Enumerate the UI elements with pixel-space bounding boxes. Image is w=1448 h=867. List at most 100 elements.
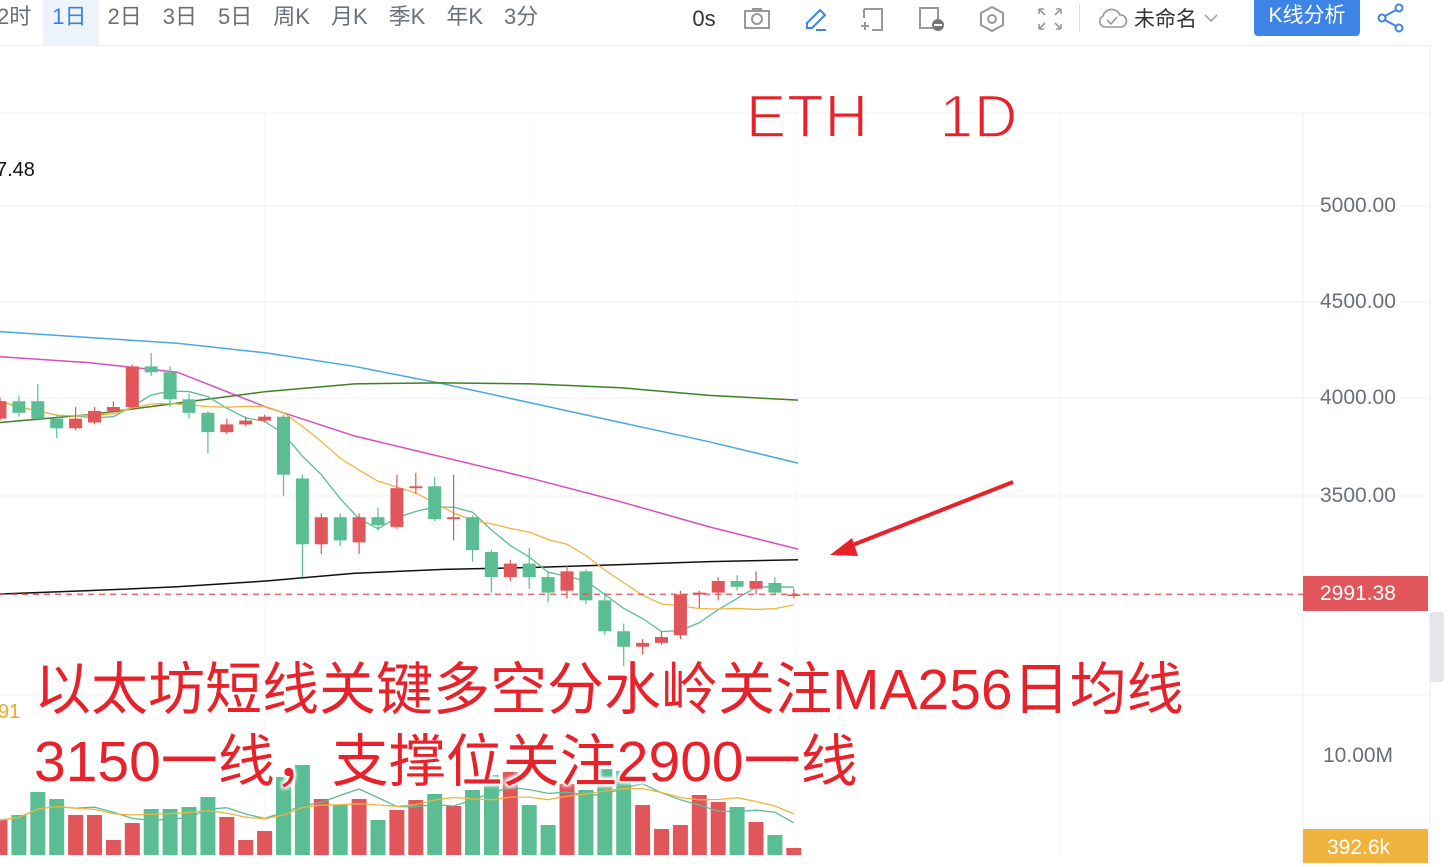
current-volume-tag: 392.6k [1303, 829, 1428, 863]
price-axis-label: 3500.00 [1320, 484, 1396, 507]
candle-body [655, 637, 668, 643]
chevron-down-icon [1204, 14, 1218, 23]
moving-average-line [0, 382, 799, 424]
volume-ma-line [0, 787, 795, 821]
volume-bar [446, 806, 462, 855]
volume-bar [767, 835, 783, 855]
candle-body [447, 517, 461, 520]
tab-1d[interactable]: 1日 [43, 0, 99, 46]
tab-year[interactable]: 年K [446, 3, 483, 29]
tab-week[interactable]: 周K [273, 3, 310, 29]
volume-ma-label: 91 [0, 701, 21, 723]
volume-bar [427, 794, 443, 855]
volume-bar [124, 823, 140, 855]
candle-body [749, 581, 763, 589]
price-axis-label: 4500.00 [1320, 290, 1396, 313]
candle-body [711, 581, 725, 593]
candle-body [390, 488, 404, 527]
countdown: 0s [692, 6, 716, 31]
volume-bar [0, 820, 8, 855]
volume-bar [162, 809, 178, 855]
volume-bar [11, 815, 27, 855]
add-frame-icon[interactable] [858, 6, 886, 32]
candle-body [636, 642, 650, 647]
toolbar: 2时 1日 2日 3日 5日 周K 月K 季K 年K 3分 0s 未命名 K线分… [0, 0, 1432, 46]
volume-bar [238, 840, 254, 855]
volume-bar [389, 810, 405, 855]
moving-average-line [0, 558, 799, 595]
tab-5d[interactable]: 5日 [218, 3, 253, 29]
volume-bar [502, 772, 518, 855]
layout-name: 未命名 [1134, 8, 1197, 31]
volume-bar [351, 799, 367, 855]
caption-line-1: 以太坊短线关键多空分水岭关注MA256日均线 [34, 658, 1184, 722]
volume-bar [87, 815, 102, 855]
volume-bar [257, 831, 273, 855]
candle-body [106, 407, 120, 411]
danmaku-icon[interactable] [918, 6, 946, 32]
volume-bar [181, 807, 197, 855]
volume-bar [540, 825, 556, 855]
volume-bar [559, 784, 575, 855]
cloud-check-icon [1099, 8, 1128, 28]
volume-axis-label: 10.00M [1323, 744, 1394, 767]
candle-body [220, 424, 234, 433]
share-icon[interactable] [1376, 3, 1406, 33]
candle-body [69, 418, 83, 429]
volume-bar [635, 805, 651, 855]
scroll-handle[interactable] [1430, 612, 1444, 682]
volume-bar [654, 829, 669, 855]
volume-bar [710, 802, 726, 855]
candle-body [466, 517, 479, 551]
tab-month[interactable]: 月K [330, 3, 368, 29]
candle-body [484, 552, 498, 578]
volume-bar [465, 790, 480, 855]
candle-body [125, 366, 139, 408]
candle-body [88, 410, 101, 423]
volume-bar [68, 815, 84, 855]
settings-hex-icon[interactable] [978, 5, 1006, 33]
camera-icon[interactable] [743, 6, 771, 32]
overlay-title: ETH 1D [745, 82, 1019, 151]
candle-body [239, 420, 253, 425]
candle-body [730, 581, 744, 587]
candle-body [503, 563, 517, 578]
kline-analysis-button[interactable]: K线分析 [1254, 0, 1360, 36]
candle-body [409, 486, 423, 489]
candle-body [768, 582, 782, 593]
volume-bar [219, 817, 235, 855]
volume-bar [49, 799, 65, 855]
volume-bar [672, 825, 688, 855]
toolbar-divider [1079, 4, 1080, 32]
pencil-icon[interactable] [802, 6, 830, 32]
price-axis-label: 5000.00 [1320, 194, 1396, 217]
candle-body [352, 517, 366, 543]
tab-quarter[interactable]: 季K [388, 3, 426, 29]
volume-bar [578, 790, 594, 855]
annotation-arrow-head [830, 538, 858, 556]
volume-bar [313, 799, 329, 855]
candle-body [692, 592, 706, 595]
tab-3d[interactable]: 3日 [162, 3, 197, 29]
candle-body [201, 412, 215, 433]
candle-body [522, 563, 536, 578]
volume-bar [294, 765, 310, 855]
candle-body [277, 416, 290, 475]
layout-name-dropdown[interactable]: 未命名 [1096, 2, 1219, 34]
candle-body [50, 418, 64, 429]
candle-body [314, 517, 328, 545]
tab-3min[interactable]: 3分 [504, 3, 539, 29]
volume-bar [786, 848, 802, 855]
candle-body [163, 372, 177, 400]
volume-bar [616, 771, 632, 855]
moving-average-line [0, 330, 799, 464]
fullscreen-icon[interactable] [1036, 6, 1064, 32]
volume-bar [143, 809, 159, 855]
tab-2d[interactable]: 2日 [107, 3, 142, 29]
high-price-label: 7.48 [0, 159, 35, 181]
tab-2h[interactable]: 2时 [0, 3, 32, 29]
candle-body [673, 594, 687, 636]
volume-bar [691, 795, 707, 855]
volume-bar [276, 777, 291, 855]
